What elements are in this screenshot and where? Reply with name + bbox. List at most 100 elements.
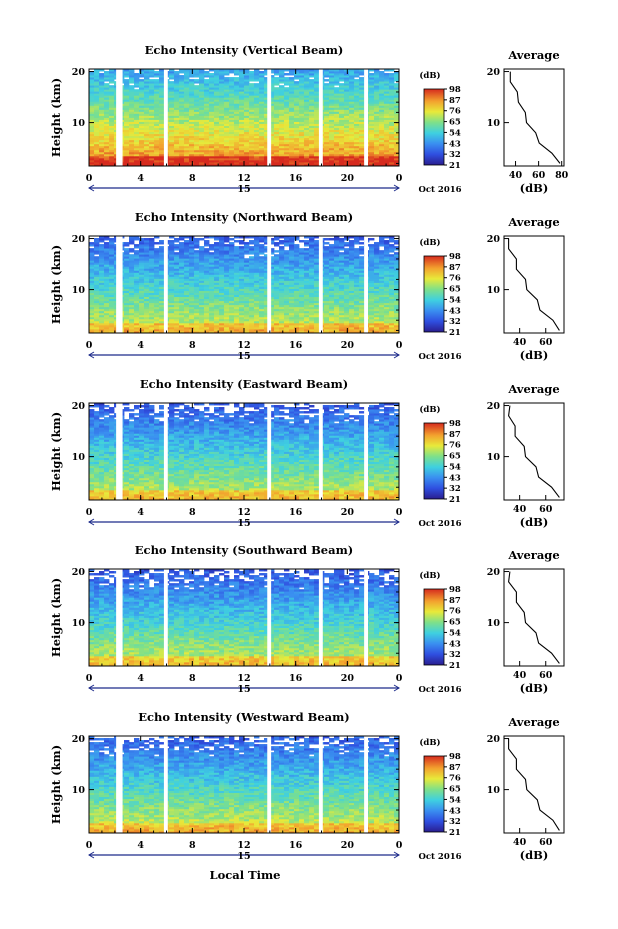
- heatmap-cell: [269, 127, 275, 131]
- heatmap-cell: [374, 141, 380, 145]
- heatmap-cell: [109, 119, 115, 122]
- heatmap-cell: [189, 316, 195, 320]
- heatmap-cell: [214, 71, 220, 74]
- heatmap-cell: [249, 157, 255, 161]
- heatmap-cell: [389, 109, 395, 112]
- heatmap-cell: [234, 71, 240, 74]
- heatmap-cell: [229, 87, 235, 90]
- heatmap-cell: [204, 314, 210, 318]
- heatmap-cell: [139, 95, 145, 98]
- heatmap-cell: [344, 161, 350, 165]
- heatmap-cell: [389, 133, 395, 137]
- heatmap-cell: [189, 314, 195, 318]
- heatmap-cell: [344, 326, 350, 330]
- heatmap-cell: [104, 324, 110, 328]
- heatmap-cell: [299, 151, 305, 155]
- heatmap-cell: [394, 127, 400, 131]
- heatmap-cell: [199, 326, 205, 330]
- heatmap-cell: [89, 147, 95, 151]
- heatmap-cell: [309, 79, 315, 82]
- heatmap-cell: [109, 71, 115, 74]
- heatmap-cell: [224, 119, 230, 122]
- heatmap-cell: [179, 159, 185, 163]
- heatmap-cell: [349, 97, 355, 100]
- heatmap-cell: [259, 75, 265, 78]
- heatmap-cell: [129, 129, 135, 133]
- heatmap-cell: [154, 312, 160, 316]
- heatmap-cell: [149, 147, 155, 151]
- heatmap-cell: [179, 79, 185, 82]
- heatmap-cell: [389, 91, 395, 94]
- heatmap-cell: [209, 99, 215, 102]
- heatmap-cell: [94, 85, 100, 88]
- heatmap-cell: [359, 326, 365, 330]
- heatmap-cell: [144, 133, 150, 137]
- heatmap-cell: [344, 97, 350, 100]
- heatmap-cell: [339, 308, 345, 312]
- heatmap-cell: [89, 330, 95, 334]
- heatmap-cell: [299, 161, 305, 165]
- heatmap-cell: [299, 87, 305, 90]
- heatmap-cell: [309, 328, 315, 332]
- heatmap-cell: [199, 330, 205, 334]
- heatmap-cell: [224, 306, 230, 310]
- heatmap-cell: [214, 316, 220, 320]
- heatmap-cell: [169, 298, 175, 302]
- heatmap-cell: [354, 125, 360, 128]
- heatmap-cell: [89, 93, 95, 96]
- heatmap-cell: [94, 71, 100, 74]
- heatmap-cell: [394, 147, 400, 151]
- heatmap-cell: [124, 87, 130, 90]
- heatmap-cell: [194, 133, 200, 137]
- heatmap-cell: [139, 306, 145, 310]
- heatmap-cell: [334, 312, 340, 316]
- heatmap-cell: [309, 123, 315, 126]
- heatmap-cell: [224, 300, 230, 304]
- heatmap-cell: [169, 326, 175, 330]
- heatmap-cell: [174, 330, 180, 334]
- heatmap-cell: [124, 111, 130, 114]
- heatmap-cell: [204, 163, 210, 167]
- heatmap-cell: [139, 155, 145, 159]
- heatmap-cell: [89, 127, 95, 131]
- heatmap-cell: [299, 145, 305, 149]
- heatmap-cell: [289, 163, 295, 167]
- heatmap-cell: [354, 316, 360, 320]
- heatmap-cell: [249, 324, 255, 328]
- heatmap-cell: [159, 99, 165, 102]
- heatmap-cell: [169, 320, 175, 324]
- heatmap-cell: [224, 129, 230, 133]
- heatmap-cell: [154, 298, 160, 302]
- heatmap-cell: [99, 322, 105, 326]
- heatmap-cell: [174, 117, 180, 120]
- heatmap-cell: [234, 129, 240, 133]
- heatmap-cell: [219, 121, 225, 124]
- heatmap-cell: [254, 75, 260, 78]
- heatmap-cell: [144, 97, 150, 100]
- heatmap-cell: [379, 89, 385, 92]
- heatmap-cell: [94, 163, 100, 167]
- heatmap-cell: [294, 314, 300, 318]
- heatmap-cell: [239, 117, 245, 120]
- heatmap-cell: [294, 137, 300, 141]
- heatmap-cell: [149, 310, 155, 314]
- heatmap-cell: [389, 139, 395, 143]
- heatmap-cell: [334, 81, 340, 84]
- heatmap-cell: [374, 308, 380, 312]
- heatmap-cell: [169, 330, 175, 334]
- heatmap-cell: [144, 119, 150, 122]
- heatmap-cell: [174, 119, 180, 122]
- heatmap-cell: [394, 123, 400, 126]
- heatmap-cell: [124, 318, 130, 322]
- heatmap-cell: [99, 123, 105, 126]
- heatmap-cell: [179, 298, 185, 302]
- heatmap-cell: [244, 95, 250, 98]
- heatmap-cell: [329, 312, 335, 316]
- heatmap-cell: [209, 105, 215, 108]
- heatmap-cell: [169, 163, 175, 167]
- heatmap-cell: [314, 302, 320, 306]
- heatmap-cell: [234, 304, 240, 308]
- heatmap-cell: [124, 71, 130, 74]
- heatmap-cell: [104, 113, 110, 116]
- heatmap-cell: [324, 79, 330, 82]
